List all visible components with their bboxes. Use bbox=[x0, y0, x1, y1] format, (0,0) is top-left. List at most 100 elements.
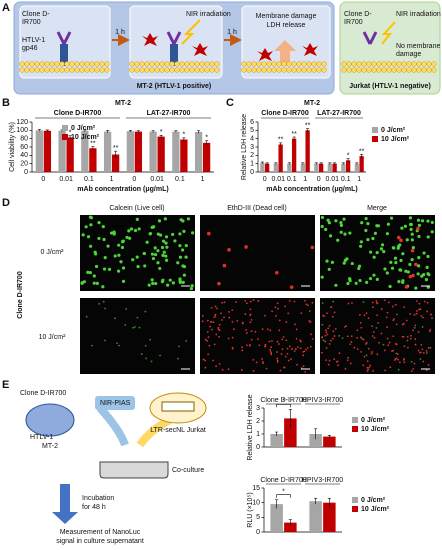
cell bbox=[25, 403, 75, 437]
label: LDH release bbox=[267, 22, 306, 29]
cell-dot bbox=[252, 370, 255, 372]
cell-dot bbox=[117, 243, 121, 247]
y-tick-label: 6 bbox=[250, 119, 254, 126]
y-tick-label: 15 bbox=[252, 485, 260, 492]
cell-dot bbox=[276, 340, 279, 343]
cell-dot bbox=[140, 353, 143, 355]
lipid bbox=[271, 67, 277, 73]
cell-dot bbox=[326, 218, 330, 222]
light-arrow bbox=[95, 396, 135, 410]
cell-dot bbox=[178, 244, 182, 248]
cell-dot bbox=[426, 219, 430, 223]
cell-dot bbox=[135, 217, 139, 221]
row-label: 0 J/cm² bbox=[41, 249, 65, 256]
cell-dot bbox=[264, 314, 266, 317]
cell-dot bbox=[124, 324, 127, 326]
cell-dot bbox=[275, 315, 277, 317]
cell-dot bbox=[389, 260, 393, 264]
cell-dot bbox=[332, 330, 335, 333]
lipid bbox=[174, 61, 180, 67]
cell-dot bbox=[336, 238, 340, 242]
cell-dot bbox=[165, 245, 169, 249]
bar bbox=[260, 162, 265, 172]
cell-dot bbox=[396, 353, 399, 356]
cell-dot bbox=[323, 315, 326, 318]
x-tick-label: 1 bbox=[110, 176, 114, 183]
cell-dot bbox=[276, 357, 279, 360]
cell-dot bbox=[391, 350, 393, 353]
legend-label: 10 J/cm² bbox=[361, 426, 390, 433]
lipid bbox=[29, 61, 35, 67]
cell-dot bbox=[233, 328, 235, 331]
significance: ** bbox=[305, 123, 311, 130]
panel-label: A bbox=[2, 2, 10, 14]
y-axis-label: Cell viability (%) bbox=[9, 122, 16, 172]
cell-dot bbox=[218, 323, 221, 326]
lipid bbox=[361, 67, 367, 73]
cell-dot bbox=[120, 240, 125, 244]
label: NIR irradiation bbox=[186, 11, 231, 18]
cell-dot bbox=[411, 245, 415, 250]
cell-dot bbox=[164, 258, 169, 262]
cell-dot bbox=[396, 313, 398, 316]
cell-dot bbox=[104, 307, 107, 310]
lipid bbox=[381, 61, 387, 67]
lipid bbox=[164, 67, 170, 73]
bar bbox=[111, 154, 120, 172]
cell-dot bbox=[372, 273, 376, 277]
cell-dot bbox=[281, 348, 284, 351]
cell-dot bbox=[158, 266, 162, 271]
cell-dot bbox=[306, 304, 309, 307]
lipid bbox=[341, 61, 347, 67]
cell-dot bbox=[426, 254, 430, 259]
cell-dot bbox=[326, 312, 328, 315]
arrow bbox=[97, 405, 129, 447]
cell-dot bbox=[257, 300, 260, 302]
cell-dot bbox=[241, 322, 244, 325]
cell-dot bbox=[361, 337, 363, 340]
lipid bbox=[351, 67, 357, 73]
cell-dot bbox=[145, 357, 148, 360]
cell-dot bbox=[305, 348, 308, 351]
cell-dot bbox=[350, 335, 353, 338]
cell-dot bbox=[398, 361, 401, 364]
lipid bbox=[276, 61, 282, 67]
cell-dot bbox=[370, 352, 373, 355]
lipid bbox=[266, 61, 272, 67]
cell-dot bbox=[271, 339, 273, 342]
x-axis-label: mAb concentration (μg/mL) bbox=[77, 186, 168, 193]
lipid bbox=[184, 61, 190, 67]
cell-dot bbox=[250, 318, 253, 321]
lipid bbox=[199, 67, 205, 73]
cell-dot bbox=[412, 329, 414, 332]
cell-dot bbox=[330, 306, 333, 308]
cell-dot bbox=[171, 281, 175, 285]
cell-dot bbox=[403, 345, 406, 348]
lipid bbox=[154, 67, 160, 73]
significance: * bbox=[183, 132, 186, 139]
bar bbox=[327, 163, 333, 172]
schematic-e: Clone D-IR700 NIR-PIAS HTLV-1 MT-2 LTR-s… bbox=[20, 390, 207, 545]
cell-dot bbox=[255, 361, 258, 364]
cell-dot bbox=[276, 359, 279, 362]
cell-dot bbox=[417, 349, 420, 352]
cell-dot bbox=[414, 262, 418, 267]
cell-dot bbox=[201, 314, 204, 317]
cell-dot bbox=[217, 326, 220, 329]
cell-dot bbox=[402, 322, 405, 325]
cell-dot bbox=[112, 232, 116, 236]
lipid bbox=[301, 67, 307, 73]
cell-dot bbox=[376, 353, 379, 356]
cell-dot bbox=[422, 360, 425, 363]
label: gp46 bbox=[22, 45, 38, 52]
y-tick-label: 2 bbox=[256, 418, 260, 425]
legend-label: 0 J/cm² bbox=[381, 127, 406, 134]
lipid bbox=[401, 67, 407, 73]
cell-dot bbox=[425, 265, 429, 269]
cell-dot bbox=[156, 232, 160, 236]
burst bbox=[142, 33, 158, 46]
label: Clone D- bbox=[344, 11, 372, 18]
cell-dot bbox=[333, 311, 336, 314]
cell-dot bbox=[269, 351, 272, 353]
cell-dot bbox=[186, 217, 191, 221]
